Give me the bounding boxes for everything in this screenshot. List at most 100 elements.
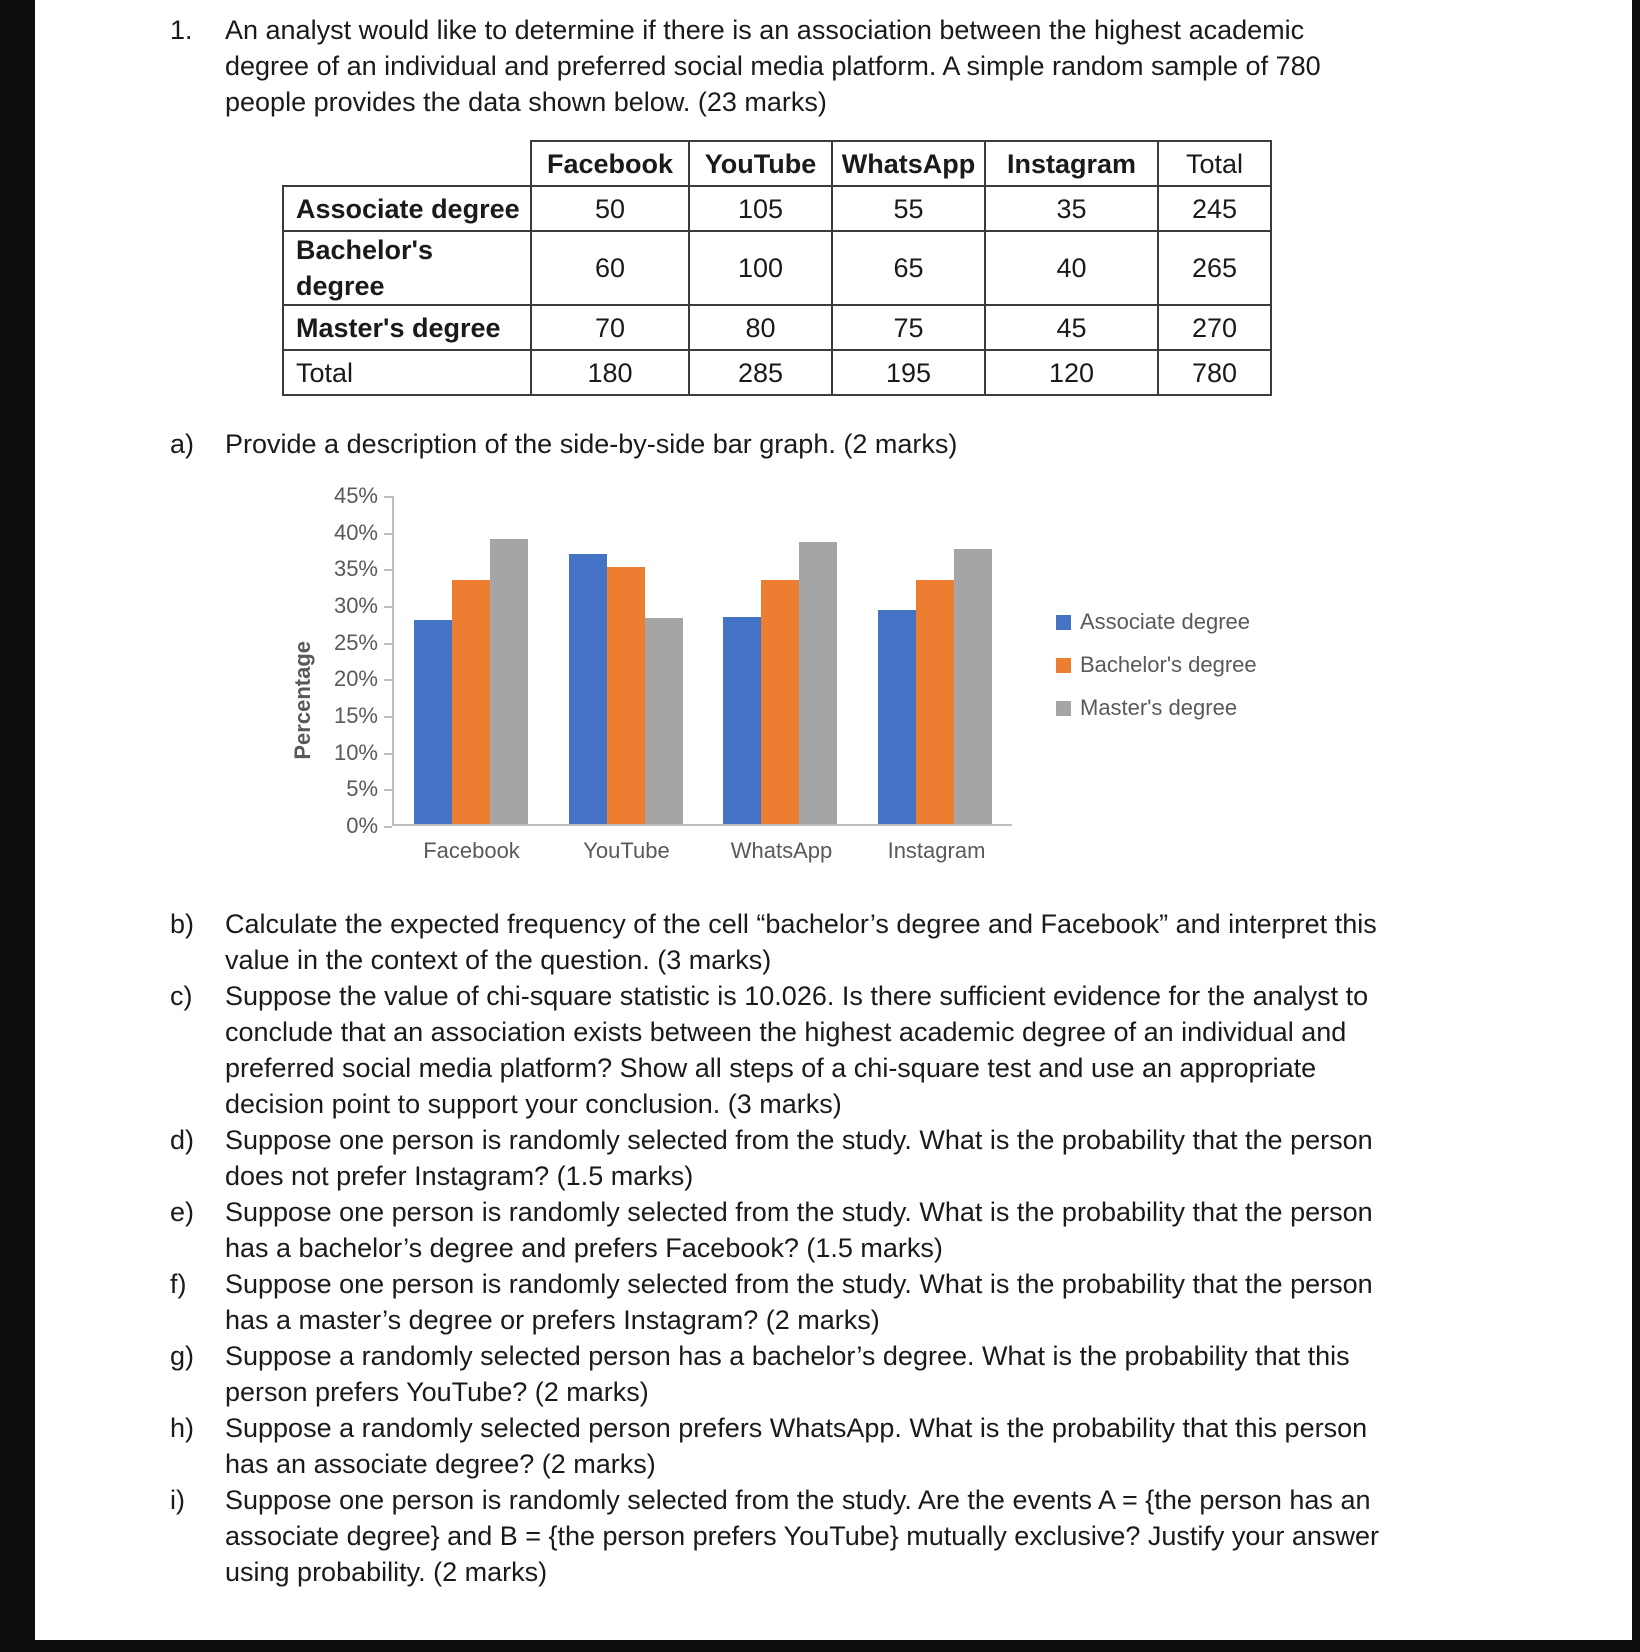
part-e: e) Suppose one person is randomly select… — [170, 1194, 1632, 1266]
chart-legend: Associate degree Bachelor's degree Master'… — [1056, 609, 1257, 721]
frequency-table: Facebook YouTube WhatsApp Instagram Tota… — [282, 140, 1272, 396]
chart-y-tick-label: 15% — [333, 703, 378, 728]
part-letter: d) — [170, 1125, 195, 1155]
legend-item: Associate degree — [1056, 609, 1257, 635]
part-g: g) Suppose a randomly selected person ha… — [170, 1338, 1632, 1410]
table-cell: 270 — [1157, 304, 1272, 351]
question-text: An analyst would like to determine if th… — [225, 15, 1321, 117]
part-f: f) Suppose one person is randomly select… — [170, 1266, 1632, 1338]
chart-x-label: Facebook — [423, 838, 520, 863]
table-cell: 65 — [831, 230, 986, 306]
part-text: Suppose one person is randomly selected … — [225, 1197, 1373, 1263]
bar-masters-whatsapp — [799, 541, 838, 824]
chart-x-label: Instagram — [887, 838, 986, 863]
part-letter: i) — [170, 1485, 185, 1515]
part-text: Suppose one person is randomly selected … — [225, 1269, 1373, 1335]
part-text: Calculate the expected frequency of the … — [225, 909, 1377, 975]
chart-y-tick-label: 45% — [333, 483, 378, 508]
chart-y-tick-label: 30% — [333, 593, 378, 618]
legend-swatch-icon — [1056, 614, 1071, 630]
table-cell: 35 — [984, 185, 1159, 232]
table-cell: 105 — [688, 185, 833, 232]
chart-y-tick-mark — [384, 532, 392, 535]
bar-associate-instagram — [877, 609, 916, 824]
table-cell: 55 — [831, 185, 986, 232]
table-cell: 780 — [1157, 349, 1272, 396]
chart-y-tick-mark — [384, 606, 392, 608]
part-letter: f) — [170, 1269, 187, 1299]
bar-group-whatsapp — [723, 496, 838, 824]
chart-y-axis-title: Percentage — [290, 640, 315, 760]
part-text: Suppose one person is randomly selected … — [225, 1485, 1379, 1587]
chart-y-tick-label: 10% — [333, 739, 378, 765]
part-text: Suppose the value of chi-square statisti… — [225, 981, 1369, 1119]
bar-associate-youtube — [568, 554, 607, 824]
table-row: Master's degree 70 80 75 45 270 — [282, 304, 1272, 351]
bar-associate-whatsapp — [723, 617, 762, 824]
table-cell: 285 — [688, 349, 833, 396]
table-row: Bachelor's degree 60 100 65 40 265 — [282, 230, 1272, 306]
document-page: 1. An analyst would like to determine if… — [35, 0, 1632, 1640]
chart-y-tick-mark — [384, 826, 392, 828]
table-cell: 40 — [984, 230, 1159, 306]
row-label-associate-degree: Associate degree — [282, 185, 532, 232]
row-label-total: Total — [282, 349, 532, 396]
table-cell: 180 — [530, 349, 690, 396]
table-cell: 265 — [1157, 230, 1272, 306]
bar-chart: Percentage 45% 40% 35% 30% 25% 20% 15% 10% 5% 0% … — [290, 483, 1632, 864]
chart-x-label: YouTube — [583, 838, 670, 863]
table-header-row: Facebook YouTube WhatsApp Instagram Tota… — [283, 140, 1272, 187]
part-letter: c) — [170, 981, 193, 1011]
column-header-facebook: Facebook — [530, 140, 690, 187]
chart-y-tick-mark — [384, 642, 392, 645]
row-label-bachelors-degree: Bachelor's degree — [282, 230, 532, 306]
bar-group-instagram — [877, 496, 992, 824]
part-text: Suppose one person is randomly selected … — [225, 1125, 1373, 1191]
bar-masters-youtube — [644, 617, 683, 824]
table-cell: 195 — [831, 349, 986, 396]
table-cell: 120 — [984, 349, 1159, 396]
chart-y-tick-label: 35% — [333, 556, 378, 582]
bar-masters-instagram — [953, 549, 992, 824]
chart-x-labels: Facebook YouTube WhatsApp Instagram — [394, 838, 1014, 864]
column-header-youtube: YouTube — [688, 140, 833, 187]
row-label-masters-degree: Master's degree — [282, 304, 532, 351]
part-b: b) Calculate the expected frequency of t… — [170, 906, 1632, 978]
part-i: i) Suppose one person is randomly select… — [170, 1482, 1632, 1590]
part-text: Suppose a randomly selected person prefe… — [225, 1413, 1368, 1479]
bar-masters-facebook — [490, 538, 529, 824]
bar-group-facebook — [414, 496, 529, 824]
chart-y-tick-label: 5% — [346, 776, 378, 802]
chart-y-tick-mark — [384, 716, 392, 718]
table-cell: 75 — [831, 304, 986, 351]
legend-swatch-icon — [1056, 700, 1071, 716]
legend-swatch-icon — [1056, 657, 1071, 673]
part-letter: e) — [170, 1197, 195, 1227]
part-d: d) Suppose one person is randomly select… — [170, 1122, 1632, 1194]
question-1: 1. An analyst would like to determine if… — [170, 12, 1632, 120]
table-row: Total 180 285 195 120 780 — [282, 349, 1272, 396]
table-corner-cell — [283, 141, 531, 186]
bar-associate-facebook — [414, 620, 453, 824]
document-content: 1. An analyst would like to determine if… — [35, 0, 1632, 1590]
table-cell: 50 — [530, 185, 690, 232]
chart-y-tick-mark — [384, 752, 392, 755]
table-cell: 100 — [688, 230, 833, 306]
chart-y-tick-label: 0% — [346, 813, 378, 838]
parts-list: b) Calculate the expected frequency of t… — [170, 906, 1632, 1590]
table-cell: 60 — [530, 230, 690, 306]
bar-group-youtube — [568, 496, 683, 824]
table-cell: 70 — [530, 304, 690, 351]
chart-x-label: WhatsApp — [730, 838, 833, 863]
chart-y-tick-mark — [384, 569, 392, 572]
question-number: 1. — [170, 15, 193, 45]
chart-plot-area — [392, 496, 1012, 826]
column-header-whatsapp: WhatsApp — [831, 140, 986, 187]
part-letter: h) — [170, 1413, 195, 1443]
chart-axes-area: 45% 40% 35% 30% 25% 20% 15% 10% 5% 0% Facebook You… — [320, 483, 1014, 864]
part-letter: b) — [170, 909, 195, 939]
part-text: Suppose a randomly selected person has a… — [225, 1341, 1350, 1407]
chart-y-tick-mark — [384, 679, 392, 682]
bar-bachelors-facebook — [452, 579, 491, 824]
legend-label: Bachelor's degree — [1080, 652, 1257, 677]
